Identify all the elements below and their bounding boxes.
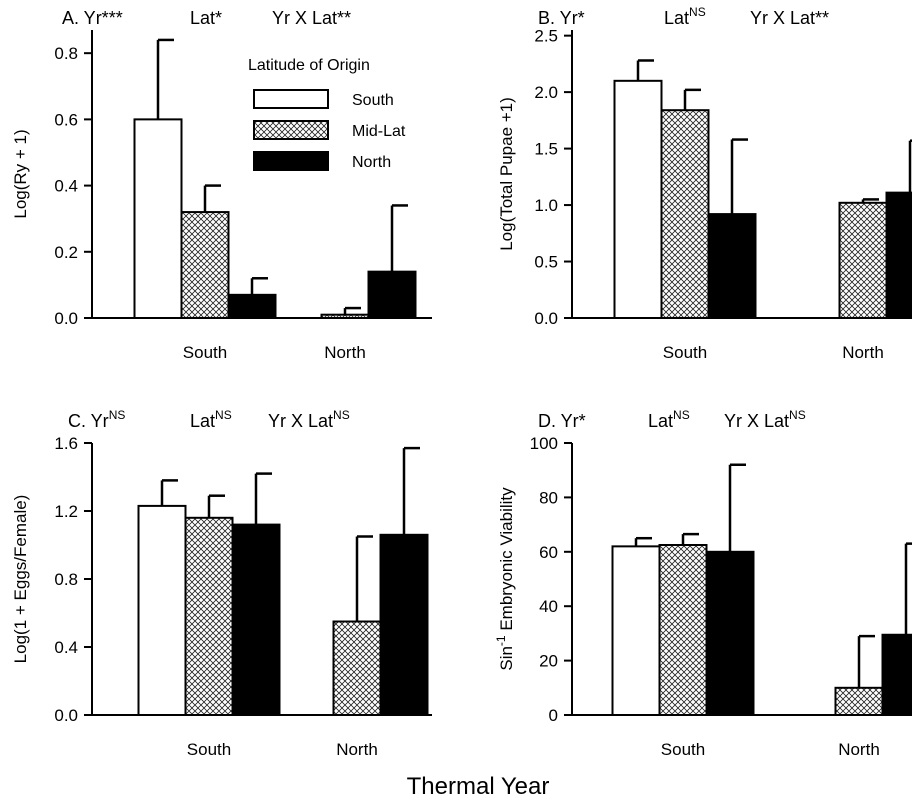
bar-mid-lat <box>184 516 234 716</box>
legend-label: North <box>352 154 391 171</box>
panel-title-part: B. Yr* <box>538 8 585 28</box>
bar-south <box>611 545 661 716</box>
y-tick-label: 0.4 <box>54 638 78 657</box>
panel-c: 0.0 0.4 0.8 1.2 1.6 South North Log(1 + Eggs/Fe… <box>11 408 432 759</box>
y-tick-label: 2.0 <box>534 83 558 102</box>
y-axis-label: Log(1 + Eggs/Female) <box>11 495 30 664</box>
y-axis-label: Log(Total Pupae +1) <box>497 97 516 251</box>
legend-title: Latitude of Origin <box>248 57 370 74</box>
y-axis-label: Log(Ry + 1) <box>11 129 30 218</box>
y-tick-label: 60 <box>539 543 558 562</box>
legend-swatch <box>253 120 329 140</box>
bar-north <box>231 523 281 716</box>
legend-label: South <box>352 92 394 109</box>
x-tick-label: North <box>842 343 884 362</box>
bar-mid-lat <box>332 620 382 716</box>
x-tick-label: South <box>187 740 231 759</box>
y-tick-label: 1.6 <box>54 434 78 453</box>
bar-south <box>137 504 187 716</box>
y-tick-label: 0.0 <box>54 706 78 725</box>
y-tick-label: 100 <box>530 434 558 453</box>
bar-south <box>133 118 183 320</box>
y-tick-label: 0.0 <box>54 309 78 328</box>
y-axis-label: Sin-1 Embryonic Viability <box>494 487 516 671</box>
panel-title-part: A. Yr*** <box>62 8 123 28</box>
bar-north <box>367 270 417 320</box>
y-tick-label: 2.5 <box>534 27 558 46</box>
panel-title-part: LatNS <box>190 408 232 431</box>
panel-b: 0.0 0.5 1.0 1.5 2.0 2.5 South North Log(Total Pu… <box>497 5 912 362</box>
legend-swatch <box>253 151 329 171</box>
panel-title-part: C. YrNS <box>68 408 125 431</box>
y-tick-label: 1.2 <box>54 502 78 521</box>
y-tick-label: 1.5 <box>534 140 558 159</box>
bar-mid-lat <box>834 686 884 716</box>
bar-north <box>379 533 429 716</box>
panel-d: 0 20 40 60 80 100 South North Sin-1 Embryonic Vi… <box>494 408 912 759</box>
panel-title-part: Yr X LatNS <box>268 408 350 431</box>
y-tick-label: 0.6 <box>54 110 78 129</box>
panel-title-part: LatNS <box>648 408 690 431</box>
y-tick-label: 0 <box>549 706 558 725</box>
legend-label: Mid-Lat <box>352 123 406 140</box>
bar-north <box>705 550 755 716</box>
bar-mid-lat <box>838 201 888 319</box>
bar-north <box>881 633 912 717</box>
legend: Latitude of Origin South Mid-Lat North <box>248 57 406 171</box>
figure-x-label: Thermal Year <box>407 773 550 800</box>
bar-north <box>707 213 757 319</box>
panel-title-part: Yr X Lat** <box>272 8 351 28</box>
bar-north <box>885 191 912 320</box>
panel-title-part: Yr X LatNS <box>724 408 806 431</box>
panel-a: 0.0 0.2 0.4 0.6 0.8 South North Log(Ry + 1) A. Y… <box>11 8 432 362</box>
panel-title-part: LatNS <box>664 5 706 28</box>
y-tick-label: 0.8 <box>54 44 78 63</box>
x-tick-label: South <box>663 343 707 362</box>
panel-title-part: D. Yr* <box>538 411 586 431</box>
bar-mid-lat <box>658 544 708 716</box>
bar-mid-lat <box>180 211 230 320</box>
bar-north <box>227 293 277 319</box>
panel-title-part: Lat* <box>190 8 222 28</box>
y-tick-label: 0.5 <box>534 253 558 272</box>
y-tick-label: 0.8 <box>54 570 78 589</box>
x-tick-label: South <box>661 740 705 759</box>
x-tick-label: South <box>183 343 227 362</box>
x-tick-label: North <box>336 740 378 759</box>
x-tick-label: North <box>838 740 880 759</box>
legend-swatch <box>253 89 329 109</box>
panel-title-part: Yr X Lat** <box>750 8 829 28</box>
y-tick-label: 0.4 <box>54 177 78 196</box>
y-tick-label: 80 <box>539 488 558 507</box>
y-tick-label: 20 <box>539 652 558 671</box>
bar-mid-lat <box>320 313 370 320</box>
y-tick-label: 40 <box>539 597 558 616</box>
x-tick-label: North <box>324 343 366 362</box>
bar-south <box>613 79 663 319</box>
y-tick-label: 0.0 <box>534 309 558 328</box>
y-tick-label: 0.2 <box>54 243 78 262</box>
y-tick-label: 1.0 <box>534 196 558 215</box>
bar-mid-lat <box>660 109 710 319</box>
